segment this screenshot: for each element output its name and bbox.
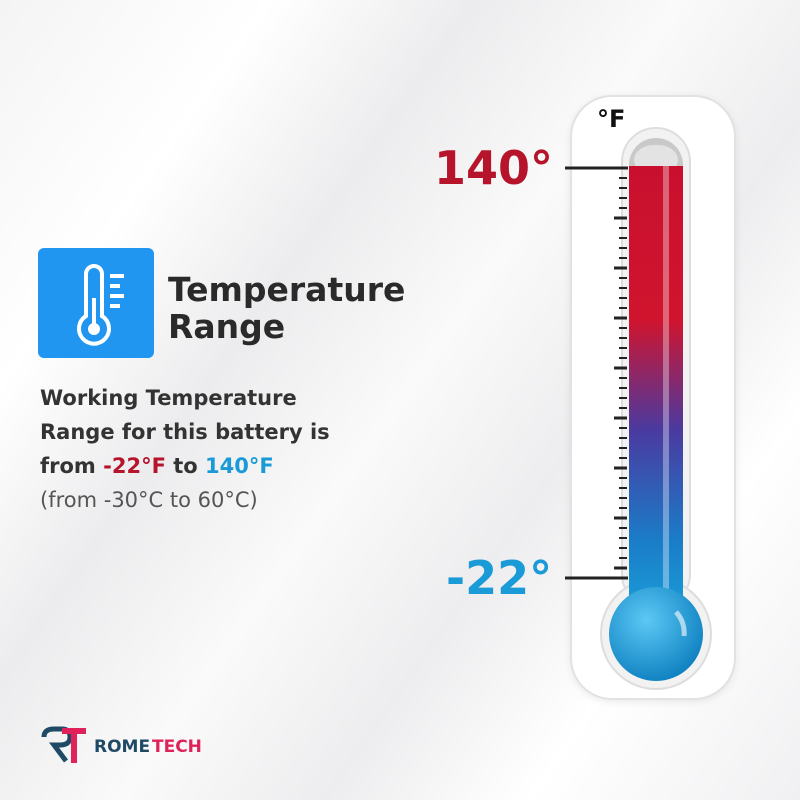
max-temp-label: 140° (434, 141, 554, 195)
thermometer-bulb (609, 587, 703, 681)
rt-logo-mark (41, 726, 86, 763)
body-line4-celsius: (from -30°C to 60°C) (40, 488, 258, 512)
body-line2: Range for this battery is (40, 420, 330, 444)
scale-ticks (614, 177, 627, 570)
min-temp-label: -22° (446, 551, 553, 605)
high-temp-f: 140°F (205, 454, 274, 478)
unit-label: °F (597, 105, 626, 133)
temperature-icon-box (38, 248, 154, 358)
rome-tech-logo: ROME TECH (40, 725, 202, 765)
brand-name-rome: ROME (94, 737, 151, 757)
mercury-column (629, 166, 683, 606)
low-temp-f: -22°F (103, 454, 166, 478)
body-line3: from -22°F to 140°F (40, 449, 274, 483)
heading-line2: Range (168, 307, 286, 346)
thermometer-icon (77, 264, 124, 346)
body-line1: Working Temperature (40, 386, 297, 410)
brand-name-tech: TECH (152, 737, 202, 757)
from-text: from (40, 454, 104, 478)
heading-line1: Temperature (168, 270, 406, 309)
to-text: to (165, 454, 206, 478)
